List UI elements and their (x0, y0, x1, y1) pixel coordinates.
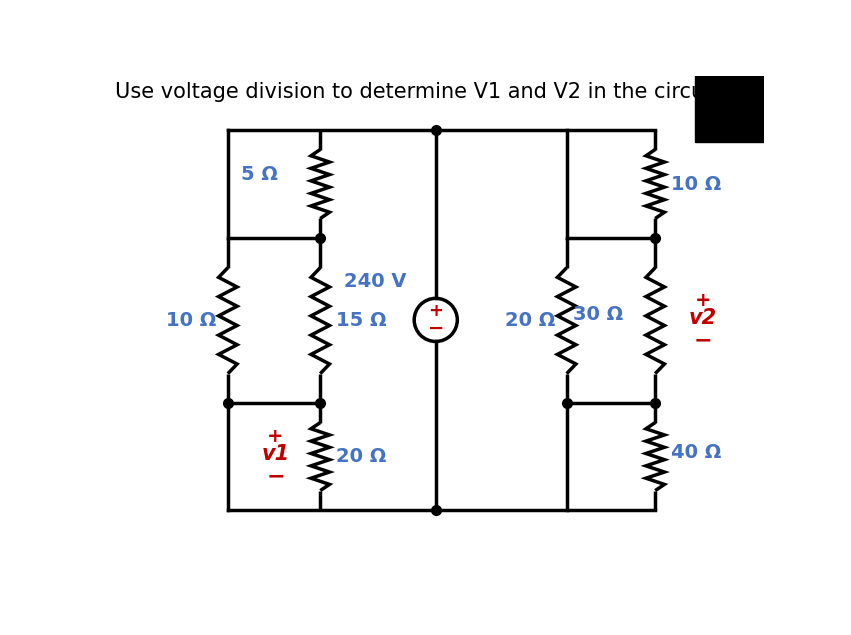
Text: 10 Ω: 10 Ω (166, 311, 216, 330)
Text: v2: v2 (688, 307, 717, 328)
Bar (695, 76, 764, 142)
Text: −: − (427, 319, 444, 338)
Text: 40 Ω: 40 Ω (671, 443, 721, 462)
Text: 10 Ω: 10 Ω (671, 175, 721, 194)
Text: 20 Ω: 20 Ω (505, 311, 555, 330)
Text: 240 V: 240 V (344, 272, 407, 291)
Text: +: + (694, 291, 711, 310)
Text: 30 Ω: 30 Ω (573, 305, 623, 324)
Text: +: + (267, 427, 284, 446)
Text: 5 Ω: 5 Ω (241, 165, 278, 184)
Text: −: − (694, 331, 712, 351)
Text: +: + (428, 302, 443, 321)
Text: 20 Ω: 20 Ω (335, 447, 386, 466)
Text: v1: v1 (261, 443, 289, 464)
Text: 15 Ω: 15 Ω (335, 311, 386, 330)
Text: Use voltage division to determine V1 and V2 in the circuit: Use voltage division to determine V1 and… (115, 81, 731, 102)
Text: −: − (266, 467, 285, 486)
